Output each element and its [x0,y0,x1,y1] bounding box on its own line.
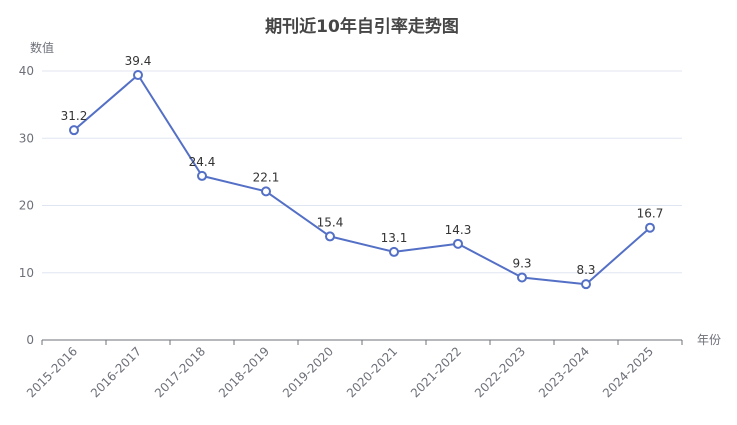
data-label: 31.2 [61,109,88,123]
data-label: 13.1 [381,231,408,245]
y-tick-label: 10 [19,266,34,280]
x-axis-name: 年份 [697,333,721,347]
series-line [73,74,651,286]
y-tick-label: 0 [26,333,34,347]
data-point [69,125,79,136]
x-tick-label: 2016-2017 [88,344,144,400]
x-axis-ticks: 2015-2016 2016-2017 2017-2018 2018-2019 2019… [24,344,656,400]
x-tick-label: 2021-2022 [408,344,464,400]
x-tick-label: 2019-2020 [280,344,336,400]
data-labels: 31.2 39.4 24.4 22.1 15.4 13.1 14.3 9.3 8.3 16.7 [61,54,664,277]
x-tick-label: 2023-2024 [536,344,592,400]
data-point [453,238,463,249]
x-tick-label: 2017-2018 [152,344,208,400]
data-point [581,279,591,290]
data-label: 14.3 [445,223,472,237]
data-label: 39.4 [125,54,152,68]
x-tick-label: 2020-2021 [344,344,400,400]
data-point [389,246,399,257]
y-axis-ticks: 0 10 20 30 40 [19,64,34,347]
x-tick-label: 2024-2025 [600,344,656,400]
data-label: 22.1 [253,170,280,184]
data-label: 16.7 [637,207,664,221]
y-axis-name: 数值 [30,40,54,55]
y-tick-label: 40 [19,64,34,78]
x-tick-label: 2018-2019 [216,344,272,400]
data-points [69,70,655,290]
x-tick-label: 2015-2016 [24,344,80,400]
data-label: 9.3 [512,256,531,270]
data-label: 8.3 [576,263,595,277]
data-point [517,272,527,283]
y-tick-label: 20 [19,199,34,213]
data-point [197,170,207,181]
data-label: 24.4 [189,155,216,169]
x-axis [41,339,683,345]
x-tick-label: 2022-2023 [472,344,528,400]
data-point [325,231,335,242]
data-label: 15.4 [317,215,344,229]
series-line-path [73,74,651,286]
grid-lines [42,70,682,274]
y-tick-label: 30 [19,131,34,145]
data-point [133,70,143,81]
data-point [261,186,271,197]
chart-title: 期刊近10年自引率走势图 [265,16,459,37]
data-point [645,222,655,233]
